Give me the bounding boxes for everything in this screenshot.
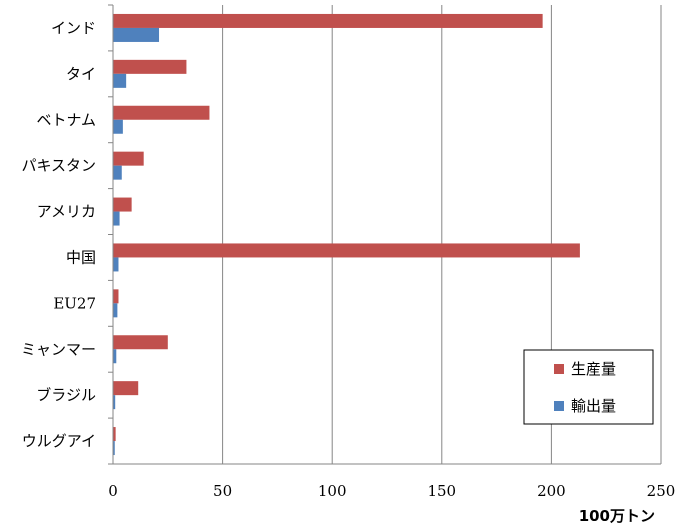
- x-tick-label: 50: [213, 482, 232, 500]
- bar-production: [113, 289, 119, 304]
- legend-label-production: 生産量: [571, 360, 616, 378]
- bar-export: [113, 165, 122, 180]
- bar-export: [113, 73, 127, 88]
- bar-export: [113, 349, 117, 364]
- category-label: ミャンマー: [21, 340, 96, 358]
- bar-production: [113, 335, 168, 350]
- category-label: アメリカ: [37, 203, 96, 221]
- category-label: ベトナム: [36, 111, 96, 129]
- bar-export: [113, 395, 116, 410]
- bar-export: [113, 441, 115, 456]
- category-label: ブラジル: [36, 386, 96, 404]
- x-tick-label: 100: [318, 482, 347, 500]
- x-tick-label: 150: [427, 482, 456, 500]
- bars: [113, 13, 580, 456]
- legend-swatch-production: [554, 364, 564, 374]
- bar-production: [113, 381, 139, 396]
- category-label: ウルグアイ: [22, 432, 96, 450]
- legend-box: [523, 349, 654, 425]
- bar-production: [113, 243, 580, 258]
- x-axis-title: 100万トン: [579, 507, 655, 525]
- x-tick-label: 0: [108, 482, 118, 500]
- x-tick-label: 200: [537, 482, 566, 500]
- bar-production: [113, 427, 116, 442]
- x-tick-label: 250: [647, 482, 676, 500]
- bar-export: [113, 257, 119, 272]
- bar-export: [113, 27, 160, 42]
- bar-export: [113, 211, 120, 226]
- bar-production: [113, 59, 187, 74]
- category-label: パキスタン: [21, 157, 96, 175]
- bar-production: [113, 197, 132, 212]
- bar-export: [113, 303, 118, 318]
- category-label: 中国: [66, 248, 96, 266]
- category-label: インド: [51, 19, 96, 37]
- bar-production: [113, 105, 210, 120]
- bar-production: [113, 13, 543, 28]
- category-label: タイ: [66, 65, 96, 83]
- bar-export: [113, 119, 123, 134]
- category-label: EU27: [53, 294, 96, 312]
- legend-label-export: 輸出量: [571, 397, 616, 415]
- legend-swatch-export: [554, 401, 564, 411]
- bar-production: [113, 151, 144, 166]
